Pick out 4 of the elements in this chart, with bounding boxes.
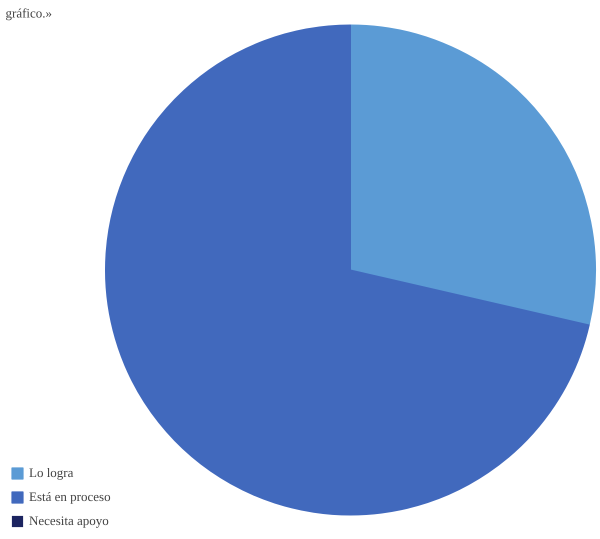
legend-label: Está en proceso (29, 489, 111, 505)
legend-label: Lo logra (29, 465, 74, 481)
text: gráfico.» (6, 5, 52, 20)
legend-label: Necesita apoyo (29, 513, 109, 529)
